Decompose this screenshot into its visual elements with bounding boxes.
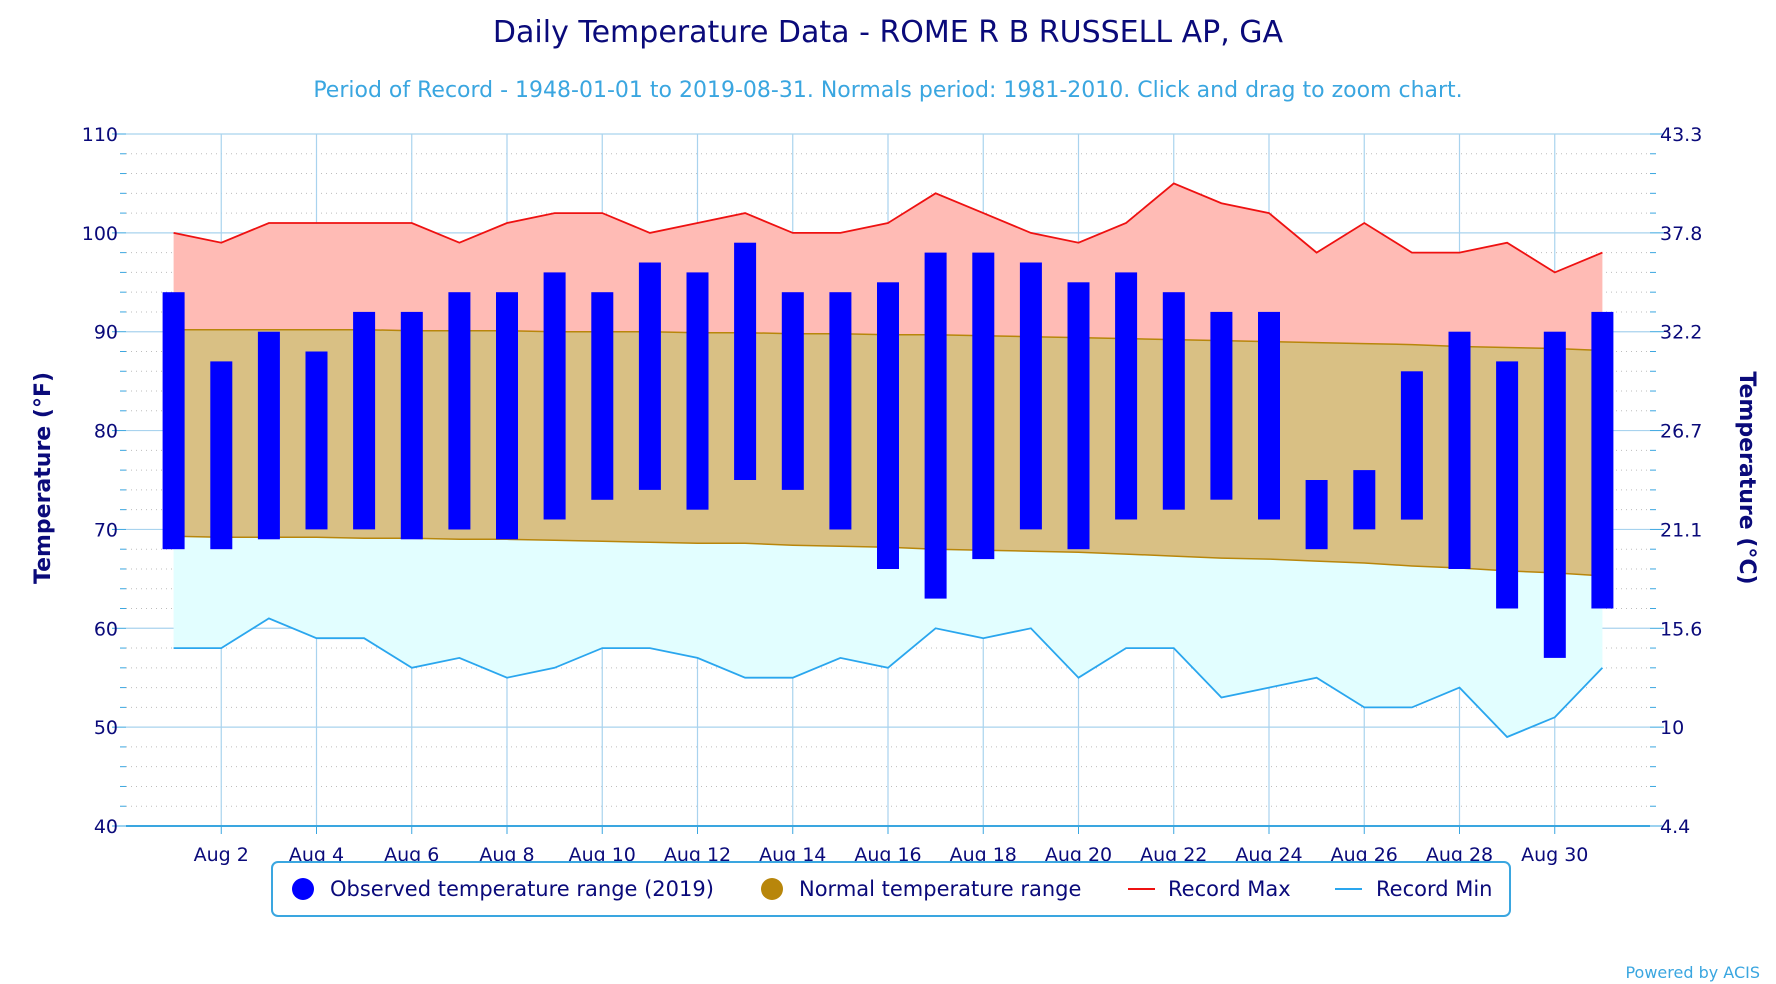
observed-bar[interactable] (972, 252, 995, 560)
observed-bar[interactable] (1210, 311, 1233, 500)
observed-bar[interactable] (1305, 480, 1328, 550)
x-tick-label: Aug 22 (1140, 844, 1207, 866)
legend-item-record-min[interactable]: Record Min (1335, 877, 1493, 901)
x-tick-label: Aug 6 (384, 844, 439, 866)
x-tick-label: Aug 16 (854, 844, 921, 866)
y-tick-label-left: 80 (94, 421, 118, 443)
observed-bar[interactable] (638, 262, 661, 490)
chart-title: Daily Temperature Data - ROME R B RUSSEL… (493, 15, 1284, 50)
observed-bar[interactable] (305, 351, 328, 530)
x-tick-label: Aug 26 (1331, 844, 1398, 866)
observed-bar[interactable] (448, 292, 471, 530)
observed-bar[interactable] (1258, 311, 1280, 520)
x-tick-label: Aug 10 (569, 844, 636, 866)
y-tick-label-right: 43.3 (1660, 124, 1702, 146)
y-tick-label-left: 100 (82, 223, 118, 245)
x-tick-label: Aug 20 (1045, 844, 1112, 866)
x-tick-label: Aug 24 (1235, 844, 1302, 866)
y-tick-label-right: 37.8 (1660, 223, 1702, 245)
observed-bar[interactable] (734, 242, 757, 480)
legend-record-max-label: Record Max (1168, 877, 1291, 901)
legend-record-min-label: Record Min (1376, 877, 1493, 901)
credit-link[interactable]: Powered by ACIS (1625, 963, 1760, 982)
y-tick-label-left: 110 (82, 124, 118, 146)
observed-bar[interactable] (1067, 282, 1090, 550)
legend-box (271, 861, 1511, 917)
y-tick-label-right: 32.2 (1660, 322, 1702, 344)
observed-bar[interactable] (257, 331, 280, 540)
y-axis-title-right: Temperature (°C) (1734, 371, 1759, 584)
y-tick-label-right: 21.1 (1660, 519, 1702, 541)
record-min-line (173, 617, 1604, 739)
observed-bar[interactable] (924, 252, 947, 599)
legend-observed-marker (292, 878, 314, 900)
y-tick-label-right: 4.4 (1660, 816, 1690, 838)
observed-bar[interactable] (1400, 371, 1423, 520)
legend-observed-label: Observed temperature range (2019) (330, 877, 714, 901)
observed-bar[interactable] (353, 311, 376, 530)
legend-normal-label: Normal temperature range (799, 877, 1081, 901)
legend-item-observed[interactable]: Observed temperature range (2019) (292, 877, 714, 901)
observed-bar[interactable] (1496, 361, 1519, 609)
observed-bar[interactable] (496, 292, 518, 540)
x-tick-label: Aug 14 (759, 844, 826, 866)
observed-bar[interactable] (210, 361, 233, 550)
record-max-line (173, 182, 1603, 274)
observed-bar[interactable] (543, 272, 566, 520)
y-tick-label-right: 10 (1660, 717, 1684, 739)
x-tick-label: Aug 2 (194, 844, 249, 866)
y-tick-label-left: 60 (94, 618, 118, 640)
record-min-fill-area (173, 536, 1603, 737)
y-tick-label-left: 70 (94, 519, 118, 541)
observed-bar[interactable] (591, 292, 614, 500)
y-tick-label-right: 15.6 (1660, 618, 1702, 640)
x-tick-label: Aug 18 (950, 844, 1017, 866)
observed-bar[interactable] (877, 282, 899, 569)
record-max-fill-area (173, 183, 1603, 351)
observed-bar[interactable] (1019, 262, 1042, 530)
x-tick-label: Aug 12 (664, 844, 731, 866)
observed-bar[interactable] (1448, 331, 1471, 569)
chart-legend[interactable]: Observed temperature range (2019) Normal… (271, 861, 1511, 917)
observed-bar[interactable] (781, 292, 804, 490)
legend-item-normal[interactable]: Normal temperature range (761, 877, 1081, 901)
observed-bar[interactable] (400, 311, 423, 540)
y-axis-title-left: Temperature (°F) (31, 372, 56, 584)
observed-bars-layer[interactable] (162, 242, 1614, 658)
y-tick-label-left: 40 (94, 816, 118, 838)
observed-bar[interactable] (1162, 292, 1185, 510)
legend-normal-marker (761, 878, 783, 900)
legend-item-record-max[interactable]: Record Max (1128, 877, 1291, 901)
x-tick-label: Aug 30 (1521, 844, 1588, 866)
x-tick-label: Aug 4 (289, 844, 344, 866)
observed-bar[interactable] (686, 272, 709, 510)
y-tick-label-left: 90 (94, 322, 118, 344)
observed-bar[interactable] (1591, 311, 1614, 609)
record-lines-layer (173, 182, 1604, 739)
chart-subtitle: Period of Record - 1948-01-01 to 2019-08… (313, 78, 1462, 103)
x-tick-label: Aug 8 (479, 844, 534, 866)
observed-bar[interactable] (1353, 470, 1376, 530)
axes-layer: 40 4.4 50 10 60 15.6 70 21.1 80 26.7 90 32.2 100 37.8… (82, 124, 1703, 866)
observed-bar[interactable] (1115, 272, 1138, 520)
y-tick-label-left: 50 (94, 717, 118, 739)
x-tick-label: Aug 28 (1426, 844, 1493, 866)
observed-bar[interactable] (162, 292, 185, 550)
observed-bar[interactable] (1543, 331, 1566, 658)
y-tick-label-right: 26.7 (1660, 421, 1702, 443)
observed-bar[interactable] (829, 292, 852, 530)
